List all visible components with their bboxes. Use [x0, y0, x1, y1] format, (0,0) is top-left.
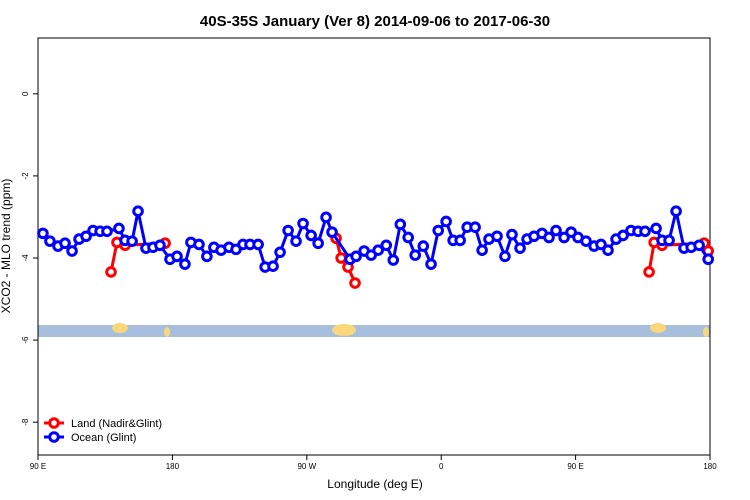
- legend-label: Land (Nadir&Glint): [71, 418, 162, 430]
- data-point: [643, 266, 655, 278]
- data-point: [267, 260, 279, 273]
- x-tick-label: 90 W: [297, 462, 316, 471]
- data-point: [312, 237, 324, 250]
- legend-marker: [48, 417, 60, 429]
- data-point: [252, 238, 264, 251]
- y-tick-label: 0: [21, 91, 30, 96]
- data-point: [37, 227, 49, 240]
- chart-title: 40S-35S January (Ver 8) 2014-09-06 to 20…: [200, 13, 550, 30]
- y-tick-label: -2: [21, 172, 30, 180]
- y-tick-label: -6: [21, 336, 30, 344]
- data-point: [274, 246, 286, 259]
- land-strip: [38, 323, 710, 337]
- x-tick-label: 90 E: [30, 462, 46, 471]
- data-point: [113, 222, 125, 235]
- data-point: [349, 277, 361, 289]
- land-blob: [650, 323, 666, 333]
- x-axis-title: Longitude (deg E): [327, 477, 422, 491]
- land-blob: [332, 324, 356, 336]
- data-point: [297, 217, 309, 230]
- data-point: [80, 230, 92, 243]
- data-point: [132, 205, 144, 218]
- data-point: [580, 235, 592, 247]
- land-blob: [164, 327, 170, 337]
- data-point: [387, 254, 400, 266]
- data-point: [105, 266, 117, 278]
- data-point: [409, 249, 422, 261]
- land-blob: [703, 327, 709, 337]
- data-point: [193, 238, 205, 251]
- data-point: [179, 258, 191, 270]
- data-point: [290, 235, 302, 247]
- data-point: [432, 224, 445, 237]
- x-tick-label: 0: [439, 462, 444, 471]
- data-point: [499, 250, 511, 263]
- data-point: [602, 244, 614, 256]
- data-point: [440, 215, 452, 228]
- data-point: [44, 235, 56, 247]
- data-point: [693, 239, 705, 252]
- data-point: [101, 225, 113, 238]
- data-point: [417, 240, 430, 252]
- data-point: [454, 234, 466, 247]
- data-point: [558, 231, 570, 244]
- data-point: [663, 234, 675, 247]
- data-point: [201, 250, 213, 263]
- data-point: [506, 228, 518, 241]
- y-axis-title: XCO2 - MLO trend (ppm): [0, 179, 13, 314]
- data-point: [126, 235, 138, 247]
- data-point: [402, 231, 414, 244]
- data-point: [335, 252, 347, 264]
- x-tick-label: 180: [166, 462, 180, 471]
- data-point: [550, 224, 562, 237]
- data-point: [372, 244, 384, 256]
- data-point: [171, 250, 183, 263]
- data-point: [59, 237, 71, 250]
- data-point: [66, 245, 78, 257]
- data-point: [491, 230, 503, 243]
- data-point: [639, 225, 651, 238]
- data-point: [650, 222, 662, 235]
- data-point: [326, 226, 338, 238]
- data-point: [670, 205, 682, 218]
- data-point: [617, 229, 629, 242]
- data-point: [394, 218, 407, 231]
- data-point: [469, 221, 481, 234]
- data-point: [702, 253, 715, 266]
- data-point: [380, 239, 393, 252]
- land-blob: [112, 323, 128, 333]
- data-point: [320, 211, 332, 224]
- y-tick-label: -4: [21, 254, 30, 262]
- data-point: [543, 231, 555, 244]
- x-tick-label: 90 E: [567, 462, 583, 471]
- y-tick-label: -8: [21, 418, 30, 426]
- legend-marker: [48, 431, 60, 443]
- data-point: [282, 224, 294, 237]
- data-point: [514, 242, 526, 254]
- x-tick-label: 180: [703, 462, 717, 471]
- legend-label: Ocean (Glint): [71, 432, 136, 444]
- ocean-band: [38, 325, 710, 337]
- data-point: [425, 258, 437, 270]
- data-point: [595, 238, 607, 251]
- data-point: [154, 239, 166, 252]
- data-point: [350, 250, 362, 263]
- data-point: [476, 244, 488, 256]
- data-point: [305, 229, 317, 242]
